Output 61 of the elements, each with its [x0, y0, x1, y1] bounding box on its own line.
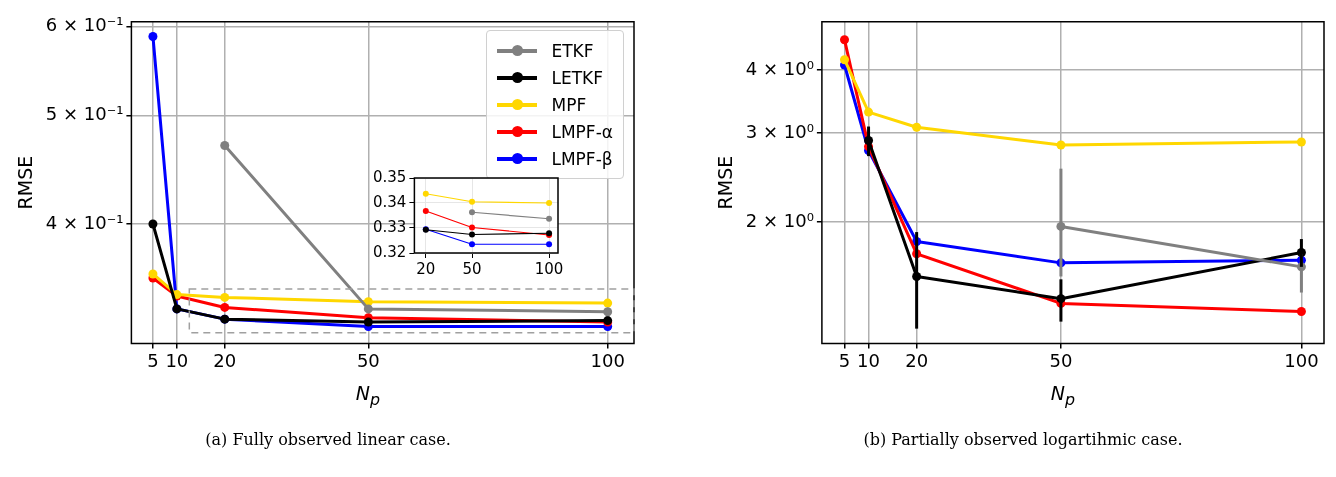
point: [469, 198, 476, 205]
point: [546, 200, 553, 206]
text: (b) Partially observed logartihmic case.: [862, 430, 1184, 449]
y-axis-title: RMSE: [14, 155, 37, 210]
legend-label: MPF: [551, 94, 587, 115]
point: [912, 122, 922, 132]
legend-label: ETKF: [551, 40, 594, 61]
y-tick-label: 0.32: [372, 242, 407, 261]
x-tick-label: 100: [1284, 349, 1319, 371]
point: [363, 304, 373, 314]
x-axis-title: N$_{p}$: [1049, 382, 1077, 409]
x-tick-label: 10: [165, 349, 189, 371]
point: [469, 231, 476, 238]
legend-label: LETKF: [551, 67, 604, 88]
point: [422, 190, 429, 197]
x-tick-label: 10: [857, 349, 880, 371]
x-tick-label: 100: [590, 349, 625, 371]
text: (a) Fully observed linear case.: [204, 430, 452, 449]
y-tick-label: 5 × 10⁻¹: [45, 103, 124, 125]
y-tick-label: 3 × 10⁰: [745, 120, 814, 142]
point: [469, 241, 476, 248]
y-tick-label: 0.33: [372, 217, 407, 236]
legend-label: LMPF-α: [551, 121, 613, 142]
point: [363, 317, 373, 327]
y-tick-label: 4 × 10⁰: [745, 57, 814, 79]
point: [148, 219, 158, 229]
x-tick-label: 50: [1049, 349, 1073, 371]
point: [469, 224, 476, 231]
y-axis-title: RMSE: [714, 155, 737, 210]
point: [469, 209, 476, 216]
x-tick-label: 100: [534, 259, 564, 278]
x-tick-label: 20: [416, 259, 436, 278]
x-tick-label: 5: [838, 349, 851, 371]
y-tick-label: 2 × 10⁰: [745, 209, 814, 231]
point: [546, 215, 553, 222]
point: [1296, 306, 1306, 316]
point: [864, 107, 874, 117]
point: [546, 241, 553, 248]
point: [422, 208, 429, 214]
point: [220, 141, 230, 151]
point: [603, 307, 613, 317]
point: [1296, 137, 1306, 147]
x-axis-title: N$_{p}$: [354, 382, 382, 409]
point: [603, 298, 613, 308]
x-tick-label: 20: [213, 349, 237, 371]
x-tick-label: 20: [905, 349, 929, 371]
point: [220, 302, 230, 312]
y-tick-label: 4 × 10⁻¹: [45, 211, 124, 233]
point: [840, 55, 849, 65]
point: [840, 35, 849, 45]
x-tick-label: 5: [147, 349, 159, 371]
y-tick-label: 0.35: [372, 167, 407, 186]
point: [1056, 140, 1066, 150]
legend-label: LMPF-β: [551, 148, 613, 169]
point: [220, 292, 230, 302]
y-tick-label: 0.34: [372, 192, 407, 211]
y-tick-label: 6 × 10⁻¹: [45, 14, 124, 36]
x-tick-label: 50: [356, 349, 380, 371]
x-tick-label: 50: [462, 259, 482, 278]
point: [148, 31, 158, 41]
point: [148, 269, 158, 279]
